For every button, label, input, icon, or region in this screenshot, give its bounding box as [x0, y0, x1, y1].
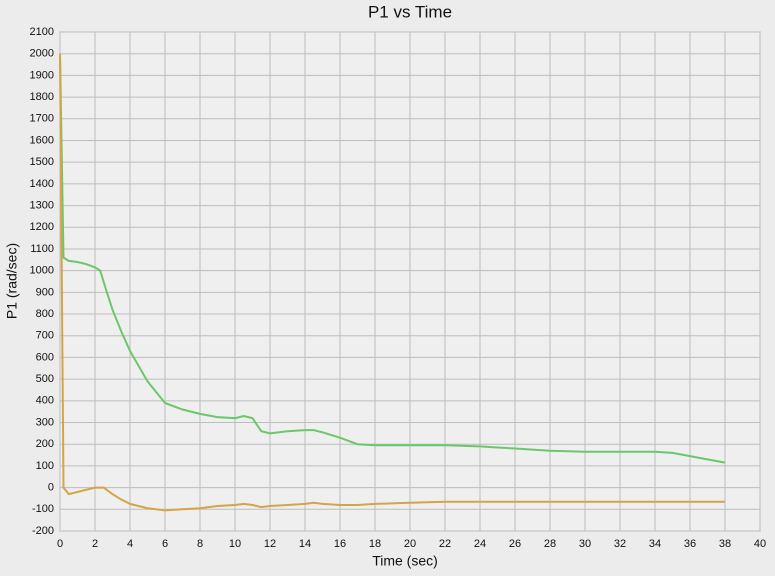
x-tick-label: 0 [57, 538, 63, 550]
y-tick-label: 1700 [30, 113, 54, 125]
x-tick-label: 32 [614, 538, 626, 550]
x-tick-label: 40 [754, 538, 766, 550]
y-tick-label: 100 [36, 460, 54, 472]
x-tick-label: 2 [92, 538, 98, 550]
y-tick-label: 1000 [30, 265, 54, 277]
y-tick-label: 2100 [30, 26, 54, 38]
chart-title: P1 vs Time [368, 2, 452, 21]
x-tick-label: 18 [369, 538, 381, 550]
x-tick-label: 26 [509, 538, 521, 550]
x-tick-label: 12 [264, 538, 276, 550]
x-tick-label: 36 [684, 538, 696, 550]
x-tick-label: 10 [229, 538, 241, 550]
x-tick-label: 22 [439, 538, 451, 550]
y-tick-label: 1300 [30, 199, 54, 211]
y-tick-label: 900 [36, 286, 54, 298]
y-axis-label: P1 (rad/sec) [4, 243, 20, 319]
x-tick-label: 24 [474, 538, 486, 550]
y-tick-label: 1900 [30, 69, 54, 81]
y-tick-label: 500 [36, 373, 54, 385]
y-tick-label: 1800 [30, 91, 54, 103]
data-line [59, 53, 726, 464]
y-tick-label: 1500 [30, 156, 54, 168]
y-tick-label: 1200 [30, 221, 54, 233]
y-tick-label: 400 [36, 395, 54, 407]
y-tick-label: 0 [48, 482, 54, 494]
y-tick-label: -200 [32, 525, 54, 537]
y-tick-label: 1400 [30, 178, 54, 190]
y-tick-label: -100 [32, 503, 54, 515]
y-tick-label: 700 [36, 330, 54, 342]
y-tick-label: 200 [36, 438, 54, 450]
x-tick-label: 6 [162, 538, 168, 550]
x-tick-label: 14 [299, 538, 311, 550]
x-tick-label: 30 [579, 538, 591, 550]
x-tick-label: 16 [334, 538, 346, 550]
y-tick-label: 600 [36, 351, 54, 363]
y-tick-label: 800 [36, 308, 54, 320]
y-tick-label: 300 [36, 416, 54, 428]
y-tick-label: 1600 [30, 134, 54, 146]
x-tick-label: 20 [404, 538, 416, 550]
x-axis-label: Time (sec) [372, 553, 438, 569]
x-tick-label: 4 [127, 538, 133, 550]
data-line [59, 53, 725, 512]
x-tick-label: 8 [197, 538, 203, 550]
x-tick-label: 28 [544, 538, 556, 550]
y-tick-label: 1100 [30, 243, 54, 255]
x-tick-label: 34 [649, 538, 661, 550]
x-tick-label: 38 [719, 538, 731, 550]
y-tick-label: 2000 [30, 48, 54, 60]
